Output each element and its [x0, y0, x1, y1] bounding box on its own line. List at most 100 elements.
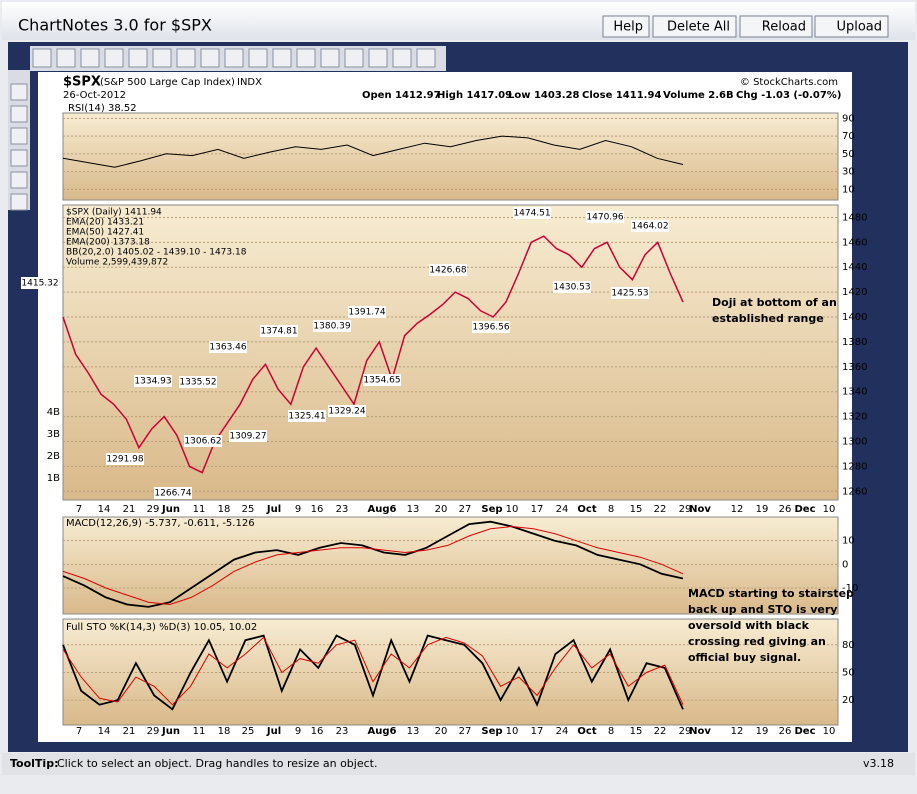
- price-label: 1474.51: [513, 209, 550, 219]
- rsi-line: [62, 135, 684, 168]
- x-tick-label: 22: [654, 504, 667, 515]
- x-tick-label: 7: [76, 726, 82, 737]
- y-tick-label: 1300: [842, 436, 867, 447]
- x-tick-label: 19: [756, 726, 769, 737]
- tool-icon[interactable]: [176, 48, 196, 68]
- legend-entry: EMA(50) 1427.41: [66, 228, 144, 238]
- x-tick-label: 26: [779, 504, 792, 515]
- price-label: 1325.41: [288, 412, 325, 422]
- legend-entry: EMA(200) 1373.18: [66, 238, 150, 248]
- tool-icon[interactable]: [200, 48, 220, 68]
- price-label: 1266.74: [154, 489, 191, 499]
- price-label-bg: [260, 325, 298, 337]
- x-tick-label: 18: [218, 726, 231, 737]
- y-tick-label: 10: [842, 536, 855, 547]
- x-tick-label: Aug6: [368, 726, 397, 737]
- price-label-bg: [586, 211, 624, 223]
- quote: High 1417.09: [437, 90, 512, 101]
- tool-icon[interactable]: [104, 48, 124, 68]
- x-tick-label: 20: [435, 504, 448, 515]
- x-tick-label: 17: [531, 504, 544, 515]
- tool-icon[interactable]: [152, 48, 172, 68]
- button-label: Help: [613, 20, 643, 35]
- price-label: 1430.53: [553, 283, 590, 293]
- status-bar: [2, 753, 915, 775]
- tool-icon[interactable]: [248, 48, 268, 68]
- toolbar-button[interactable]: [739, 15, 813, 38]
- y-tick-label: -10: [842, 583, 858, 594]
- x-tick-label: Jul: [266, 504, 281, 515]
- x-tick-label: 9: [295, 726, 301, 737]
- x-tick-label: 13: [407, 726, 420, 737]
- tool-icon[interactable]: [128, 48, 148, 68]
- symbol: $SPX: [63, 75, 101, 90]
- x-tick-label: 29: [147, 504, 160, 515]
- palette-icon[interactable]: [10, 149, 28, 167]
- y-tick-label: 10: [842, 184, 855, 195]
- source: © StockCharts.com: [740, 77, 838, 88]
- x-tick-label: Sep: [481, 726, 502, 737]
- tool-icon[interactable]: [296, 48, 316, 68]
- y-tick-label: 20: [842, 695, 855, 706]
- x-tick-label: 21: [123, 504, 136, 515]
- y-tick-label: 1440: [842, 262, 867, 273]
- symbol-name: (S&P 500 Large Cap Index): [100, 77, 235, 88]
- price-label: 1291.98: [106, 455, 143, 465]
- x-tick-label: 29: [147, 726, 160, 737]
- tool-icon[interactable]: [368, 48, 388, 68]
- y-tick-label: 1340: [842, 387, 867, 398]
- tool-icon[interactable]: [392, 48, 412, 68]
- y-tick-label: 0: [842, 559, 848, 570]
- x-tick-label: 8: [608, 726, 614, 737]
- x-tick-label: 13: [407, 504, 420, 515]
- price-label: 1306.62: [184, 437, 221, 447]
- palette-icon[interactable]: [10, 193, 28, 211]
- x-tick-label: 29: [679, 726, 692, 737]
- x-tick-label: 22: [654, 726, 667, 737]
- tool-icon[interactable]: [224, 48, 244, 68]
- tool-icon[interactable]: [272, 48, 292, 68]
- price-label-bg: [106, 453, 144, 465]
- tool-icon[interactable]: [320, 48, 340, 68]
- quote: Volume 2.6B: [663, 90, 734, 101]
- annotation: official buy signal.: [688, 651, 801, 664]
- toolbar-button[interactable]: [602, 15, 650, 38]
- price-label: 1334.93: [134, 377, 171, 387]
- tool-icon[interactable]: [32, 48, 52, 68]
- price-label-bg: [328, 405, 366, 417]
- x-tick-label: 26: [779, 726, 792, 737]
- y-tick-label: 30: [842, 167, 855, 178]
- date: 26-Oct-2012: [63, 90, 126, 101]
- quote: Close 1411.94: [582, 90, 661, 101]
- plot-area: [62, 204, 839, 501]
- macd-line: [62, 525, 684, 606]
- toolbar-button[interactable]: [652, 15, 737, 38]
- palette-icon[interactable]: [10, 171, 28, 189]
- toolbar-button[interactable]: [814, 15, 889, 38]
- x-tick-label: Sep: [481, 504, 502, 515]
- button-label: Reload: [762, 20, 806, 35]
- price-label: 1335.52: [179, 378, 216, 388]
- tool-icon[interactable]: [56, 48, 76, 68]
- tool-icon[interactable]: [344, 48, 364, 68]
- y-tick-label: 80: [842, 640, 855, 651]
- y-tick-label: 1400: [842, 312, 867, 323]
- price-label-bg: [209, 341, 247, 353]
- palette-icon[interactable]: [10, 83, 28, 101]
- status-text: Click to select an object. Drag handles …: [57, 757, 377, 770]
- price-label-bg: [363, 374, 401, 386]
- x-tick-label: 24: [556, 726, 569, 737]
- tool-icon[interactable]: [80, 48, 100, 68]
- x-tick-label: 15: [630, 504, 643, 515]
- tool-icon[interactable]: [416, 48, 436, 68]
- y-tick-label: 50: [842, 667, 855, 678]
- palette-icon[interactable]: [10, 105, 28, 123]
- palette-icon[interactable]: [10, 127, 28, 145]
- y-tick-label: 1320: [842, 412, 867, 423]
- price-label: 1354.65: [363, 376, 400, 386]
- x-tick-label: 25: [242, 504, 255, 515]
- close-line: [62, 235, 684, 474]
- quote: Chg -1.03 (-0.07%): [736, 90, 841, 101]
- x-tick-label: 10: [823, 726, 836, 737]
